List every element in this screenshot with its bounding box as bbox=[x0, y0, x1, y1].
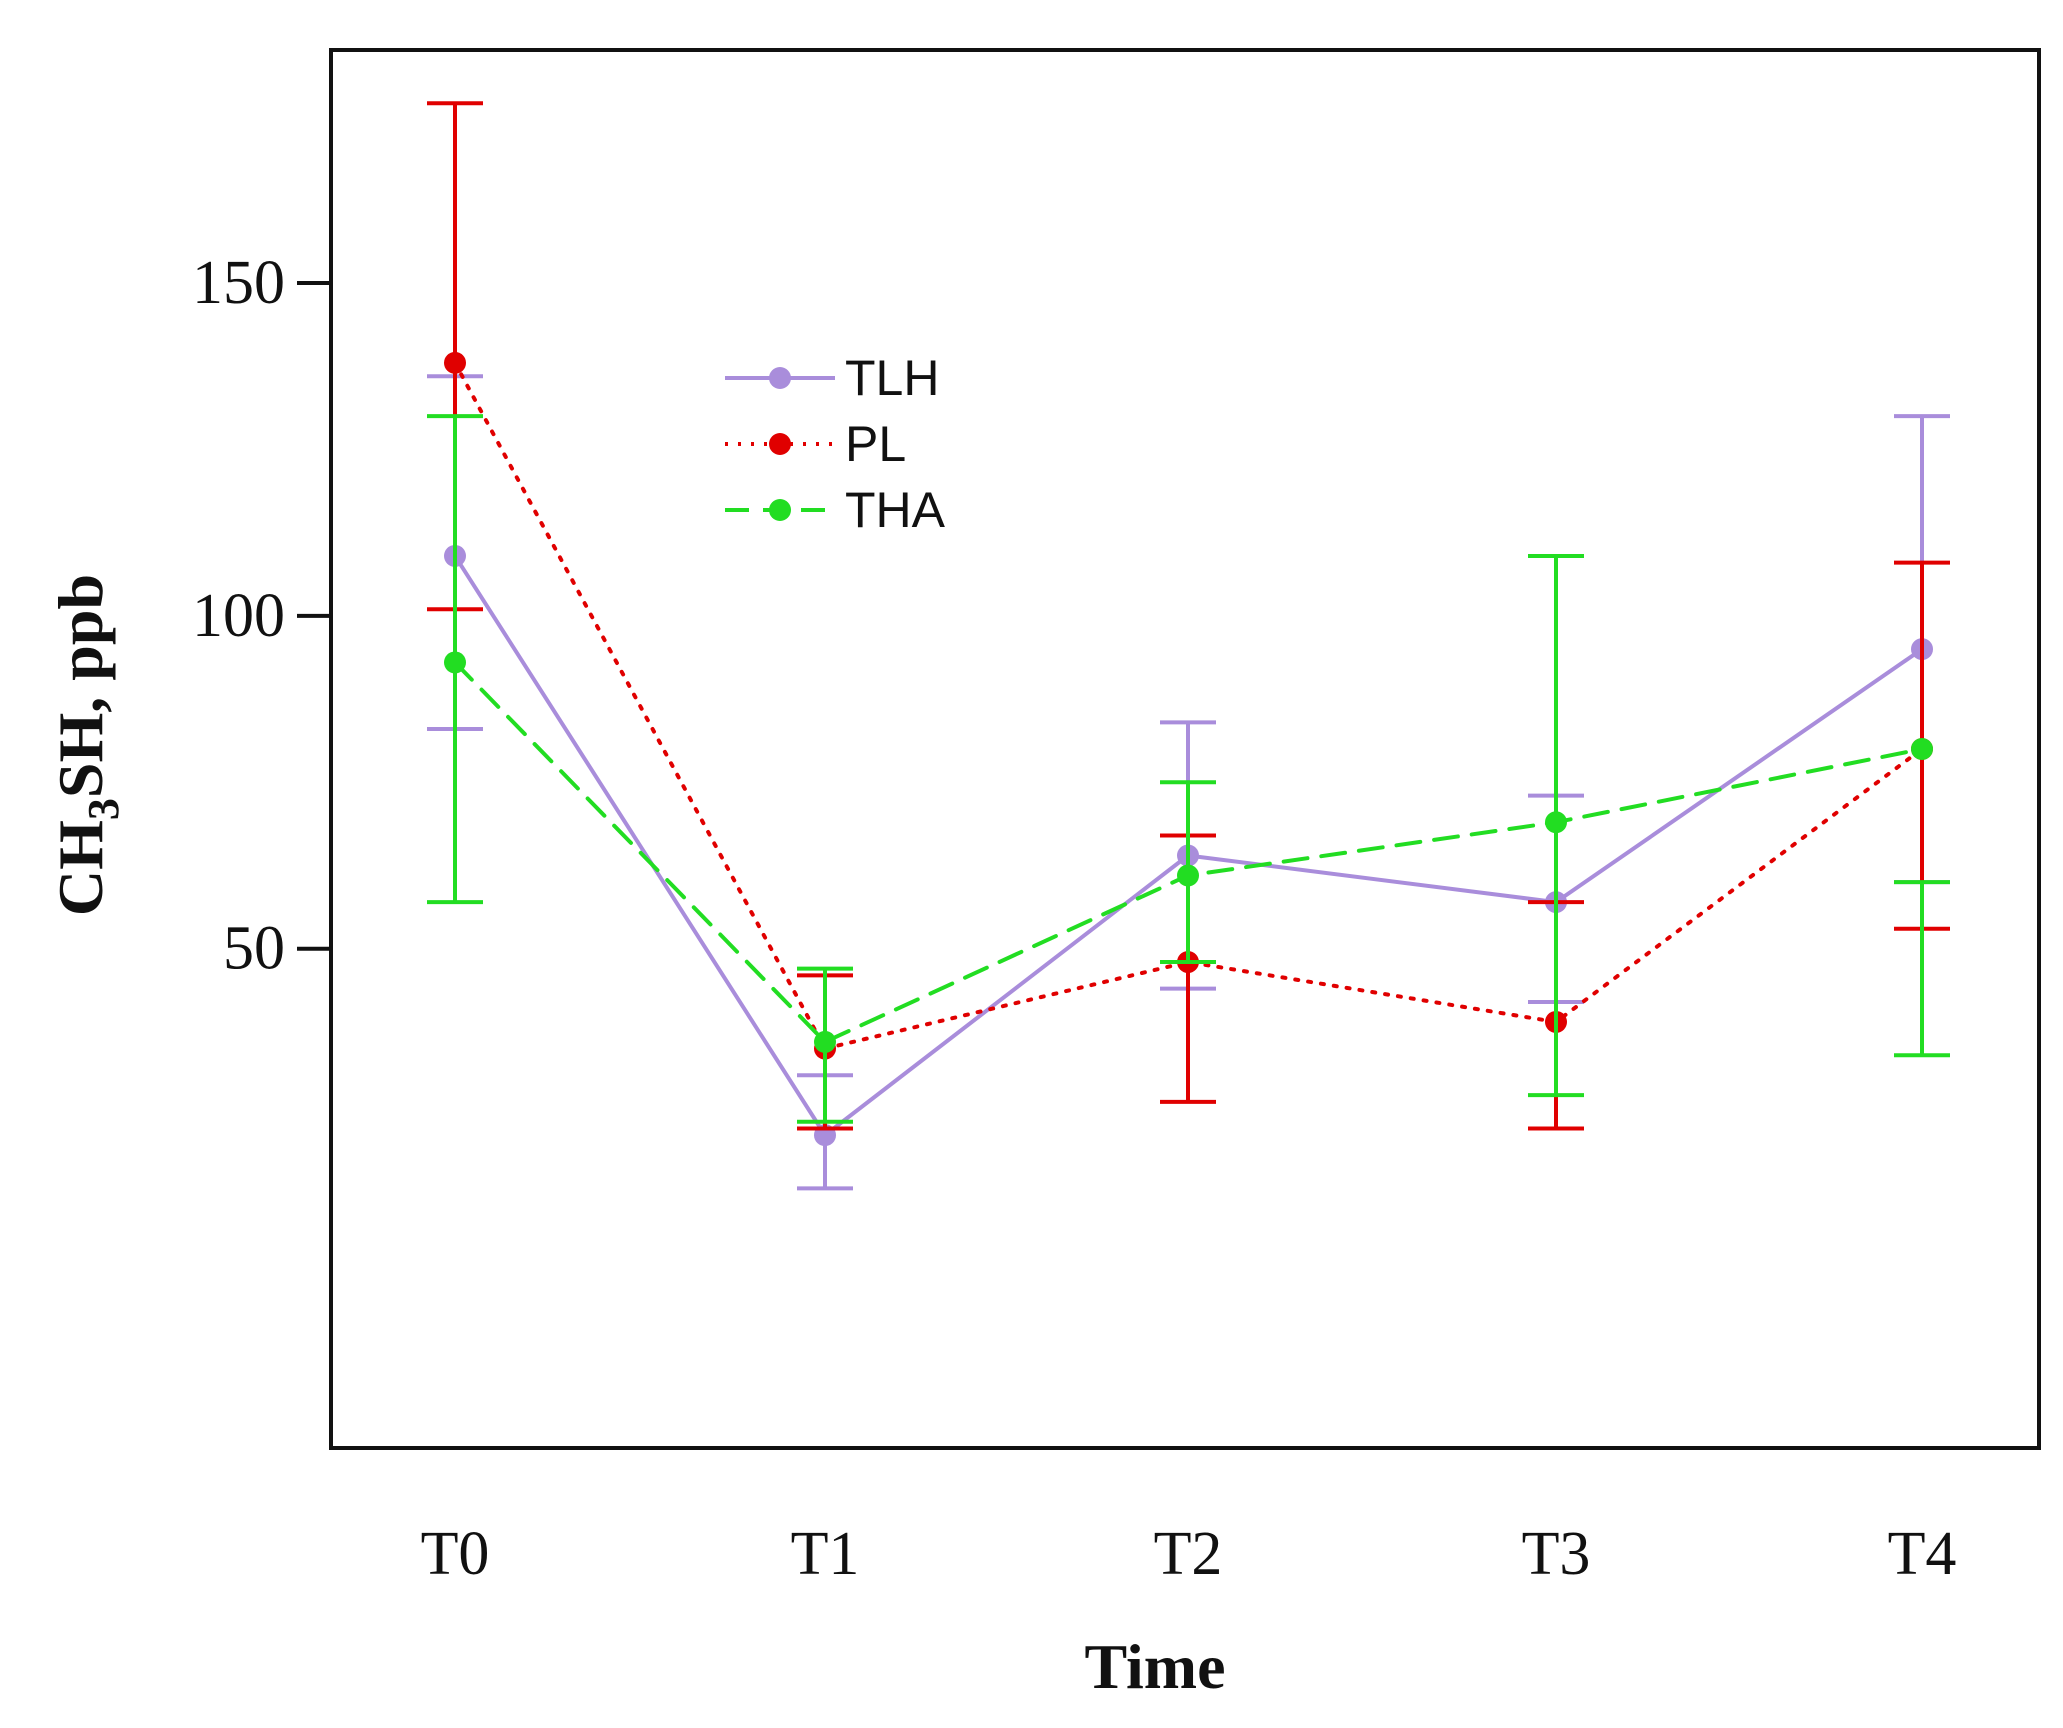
legend-swatch-marker-tlh bbox=[769, 367, 791, 389]
y-axis-title-suffix: SH, ppb bbox=[45, 574, 116, 798]
x-axis: T0 T1 T2 T3 T4 bbox=[421, 1520, 1957, 1588]
plot-frame bbox=[329, 48, 2041, 1450]
x-tick-label-t0: T0 bbox=[421, 1520, 490, 1588]
tha-point-t3 bbox=[1545, 811, 1567, 834]
series-layer bbox=[427, 101, 1950, 1191]
x-axis-title: Time bbox=[1084, 1631, 1225, 1702]
tha-point-t0 bbox=[444, 651, 466, 674]
series-tha bbox=[427, 414, 1950, 1124]
legend-label-pl: PL bbox=[845, 416, 906, 472]
y-tick-label-2: 150 bbox=[192, 249, 285, 317]
tha-point-t2 bbox=[1177, 864, 1199, 887]
legend: TLH PL THA bbox=[725, 350, 946, 538]
x-tick-label-t2: T2 bbox=[1154, 1520, 1223, 1588]
legend-swatch-marker-tha bbox=[769, 499, 791, 521]
pl-line bbox=[453, 360, 1924, 1051]
y-axis-title-prefix: CH bbox=[45, 820, 116, 916]
y-axis: 50 100 150 bbox=[192, 249, 331, 983]
tha-point-t4 bbox=[1911, 738, 1933, 760]
legend-label-tlh: TLH bbox=[845, 350, 939, 406]
legend-swatch-marker-pl bbox=[769, 433, 791, 455]
x-tick-label-t1: T1 bbox=[791, 1520, 860, 1588]
y-tick-label-0: 50 bbox=[223, 915, 285, 983]
y-axis-title: CH3SH, ppb bbox=[45, 574, 128, 916]
legend-label-tha: THA bbox=[845, 482, 946, 538]
x-tick-label-t3: T3 bbox=[1522, 1520, 1591, 1588]
series-pl bbox=[427, 101, 1950, 1131]
tha-point-t1 bbox=[814, 1030, 836, 1053]
y-axis-title-subscript: 3 bbox=[79, 798, 128, 820]
pl-point-t0 bbox=[444, 351, 466, 374]
x-tick-label-t4: T4 bbox=[1888, 1520, 1957, 1588]
y-tick-label-1: 100 bbox=[192, 582, 285, 650]
